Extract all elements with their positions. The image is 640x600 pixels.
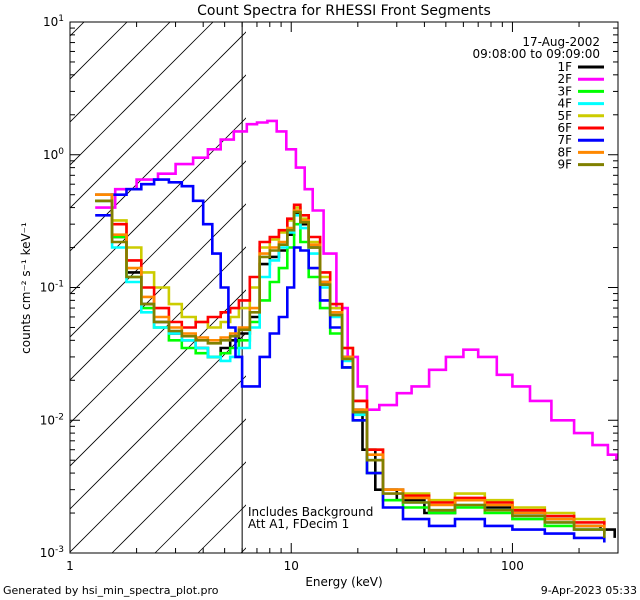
legend-label-7F: 7F bbox=[557, 133, 572, 147]
date-label: 17-Aug-2002 bbox=[522, 35, 600, 49]
x-axis: 1 10 100 bbox=[66, 22, 619, 573]
hatch-line bbox=[0, 0, 70, 553]
y-tick-label: 10-1 bbox=[40, 280, 64, 295]
x-tick-label: 1 bbox=[66, 559, 74, 573]
hatch-line bbox=[70, 332, 246, 510]
hatch-line bbox=[70, 117, 246, 295]
hatch-line bbox=[70, 160, 246, 338]
y-tick-label: 101 bbox=[43, 14, 64, 29]
y-tick-label: 100 bbox=[43, 147, 64, 162]
hatch-line bbox=[70, 375, 246, 553]
legend-label-4F: 4F bbox=[557, 97, 572, 111]
hatch-line bbox=[70, 22, 214, 166]
legend-label-5F: 5F bbox=[557, 109, 572, 123]
legend-label-9F: 9F bbox=[557, 158, 572, 172]
x-axis-label: Energy (keV) bbox=[305, 575, 382, 589]
legend-label-6F: 6F bbox=[557, 121, 572, 135]
series-line-1F bbox=[95, 199, 616, 538]
y-axis-label: counts cm⁻² s⁻¹ keV⁻¹ bbox=[19, 222, 33, 354]
footer-date: 9-Apr-2023 05:33 bbox=[541, 584, 637, 597]
time-range-label: 09:08:00 to 09:09:00 bbox=[473, 47, 600, 61]
footer-generated-by: Generated by hsi_min_spectra_plot.pro bbox=[3, 584, 219, 597]
y-tick-label: 10-3 bbox=[40, 545, 64, 560]
hatch-line bbox=[70, 203, 246, 381]
series-line-9F bbox=[95, 199, 606, 538]
chart-title: Count Spectra for RHESSI Front Segments bbox=[197, 3, 491, 19]
hatch-line bbox=[240, 547, 246, 553]
legend-label-3F: 3F bbox=[557, 84, 572, 98]
hatch-line bbox=[70, 22, 171, 123]
x-tick-label: 100 bbox=[501, 559, 524, 573]
series-line-7F bbox=[95, 178, 606, 543]
legend-label-8F: 8F bbox=[557, 145, 572, 159]
series-line-3F bbox=[95, 199, 606, 538]
hatch-line bbox=[111, 418, 246, 553]
hatch-line bbox=[70, 31, 246, 209]
hatch-line bbox=[70, 289, 246, 467]
annotation-background: Includes Background bbox=[248, 505, 373, 519]
legend-label-1F: 1F bbox=[557, 60, 572, 74]
x-tick-label: 10 bbox=[284, 559, 299, 573]
hatch-line bbox=[70, 22, 85, 37]
annotation-attenuator: Att A1, FDecim 1 bbox=[248, 517, 349, 531]
y-tick-label: 10-2 bbox=[40, 412, 64, 427]
legend-label-2F: 2F bbox=[557, 72, 572, 86]
series-group bbox=[95, 119, 618, 543]
hatch-line bbox=[70, 74, 246, 252]
